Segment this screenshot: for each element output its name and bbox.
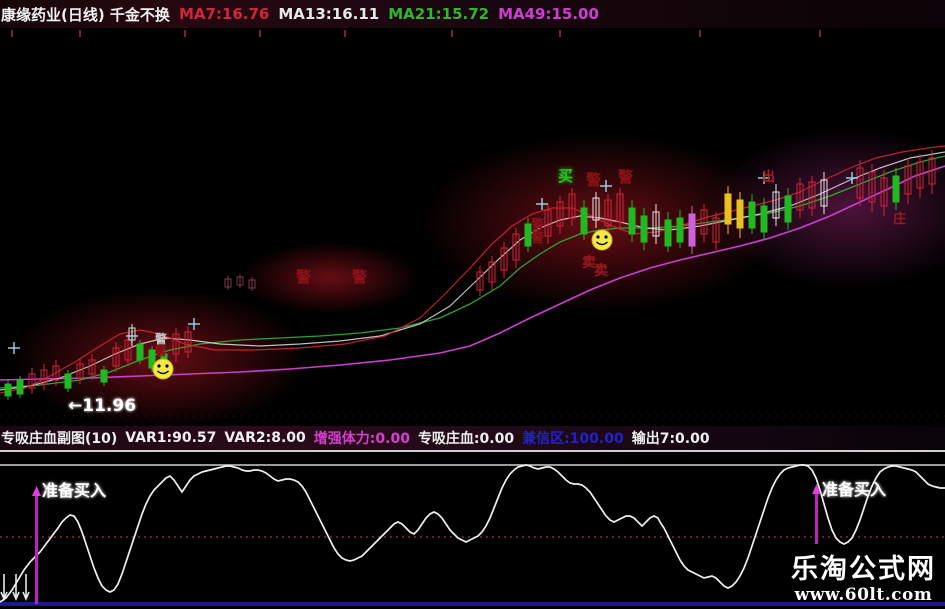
indicator-var2-label: VAR2:8.00 (224, 430, 306, 446)
signal-bar-left (32, 486, 41, 604)
oscillator-svg (0, 452, 945, 609)
signal-marker-sell-2: 卖 (594, 263, 608, 279)
indicator-header-bar: 专吸庄血副图(10) VAR1:90.57 VAR2:8.00 增强体力:0.0… (0, 426, 945, 450)
ma21-value-label: MA21:15.72 (388, 5, 490, 23)
smiley-face-icon-right (591, 229, 613, 251)
ma13-line (0, 151, 945, 391)
ma13-value-label: MA13:16.11 (278, 5, 380, 23)
candlestick-svg (0, 28, 945, 426)
ma49-value-label: MA49:15.00 (498, 5, 599, 23)
indicator-power-label: 增强体力:0.00 (313, 431, 410, 447)
price-annotation-label: ←11.96 (68, 396, 137, 416)
indicator-oscillator-chart[interactable]: 准备买入 准备买入 (0, 452, 945, 609)
glow-left (10, 288, 310, 426)
top-tick-row (11, 30, 821, 37)
indicator-name-label: 专吸庄血副图(10) (1, 431, 118, 447)
indicator-main-label: 专吸庄血:0.00 (417, 431, 515, 447)
signal-marker-warn-1: 警 (296, 268, 312, 286)
signal-marker-warn-2: 警 (352, 268, 368, 286)
indicator-var1-label: VAR1:90.57 (125, 430, 217, 446)
ma21-line (0, 155, 945, 389)
signal-marker-warn-8: 警 (155, 344, 168, 358)
candles-right-group (476, 150, 936, 296)
signal-marker-warn-7: 警 (155, 332, 168, 346)
signal-marker-zhuang-1: 庄 (893, 212, 907, 227)
buy-signal-label-right: 准备买入 (822, 480, 887, 499)
cross-markers-left (8, 318, 200, 354)
indicator-output-label: 输出7:0.00 (631, 431, 710, 447)
main-candlestick-chart[interactable]: ←11.96 $ 警 警 买 警 警 警 警 卖 卖 出 庄 警 警 (0, 28, 945, 426)
signal-marker-warn-3: 警 (586, 171, 602, 189)
oscillator-line (0, 464, 945, 603)
glow-center (240, 242, 420, 314)
cross-markers-right (536, 172, 858, 210)
signal-bar-right (812, 484, 821, 544)
signal-marker-sell-1: 卖 (582, 255, 596, 271)
candles-mid-faint (224, 274, 256, 291)
ma7-line (0, 145, 945, 394)
signal-marker-warn-4: 警 (618, 168, 634, 186)
chart-title-bar: 康缘药业(日线) 千金不换 MA7:16.76 MA13:16.11 MA21:… (0, 0, 945, 28)
stock-name-label: 康缘药业(日线) 千金不换 (1, 5, 170, 24)
ma7-value-label: MA7:16.76 (178, 5, 270, 23)
ma49-line (0, 165, 945, 381)
glow-mid (420, 133, 780, 313)
glow-right (710, 128, 945, 288)
indicator-zone-label: 兼信区:100.00 (522, 431, 624, 447)
buy-signal-label-left: 准备买入 (42, 481, 107, 500)
signal-marker-exit-1: 出 (762, 170, 776, 185)
signal-marker-warn-5: 警 (531, 218, 545, 233)
signal-marker-buy-1: 买 (558, 167, 574, 185)
signal-marker-warn-6: 警 (531, 231, 545, 246)
smiley-face-icon-left (152, 358, 174, 380)
indicator-top-rule (0, 450, 945, 452)
